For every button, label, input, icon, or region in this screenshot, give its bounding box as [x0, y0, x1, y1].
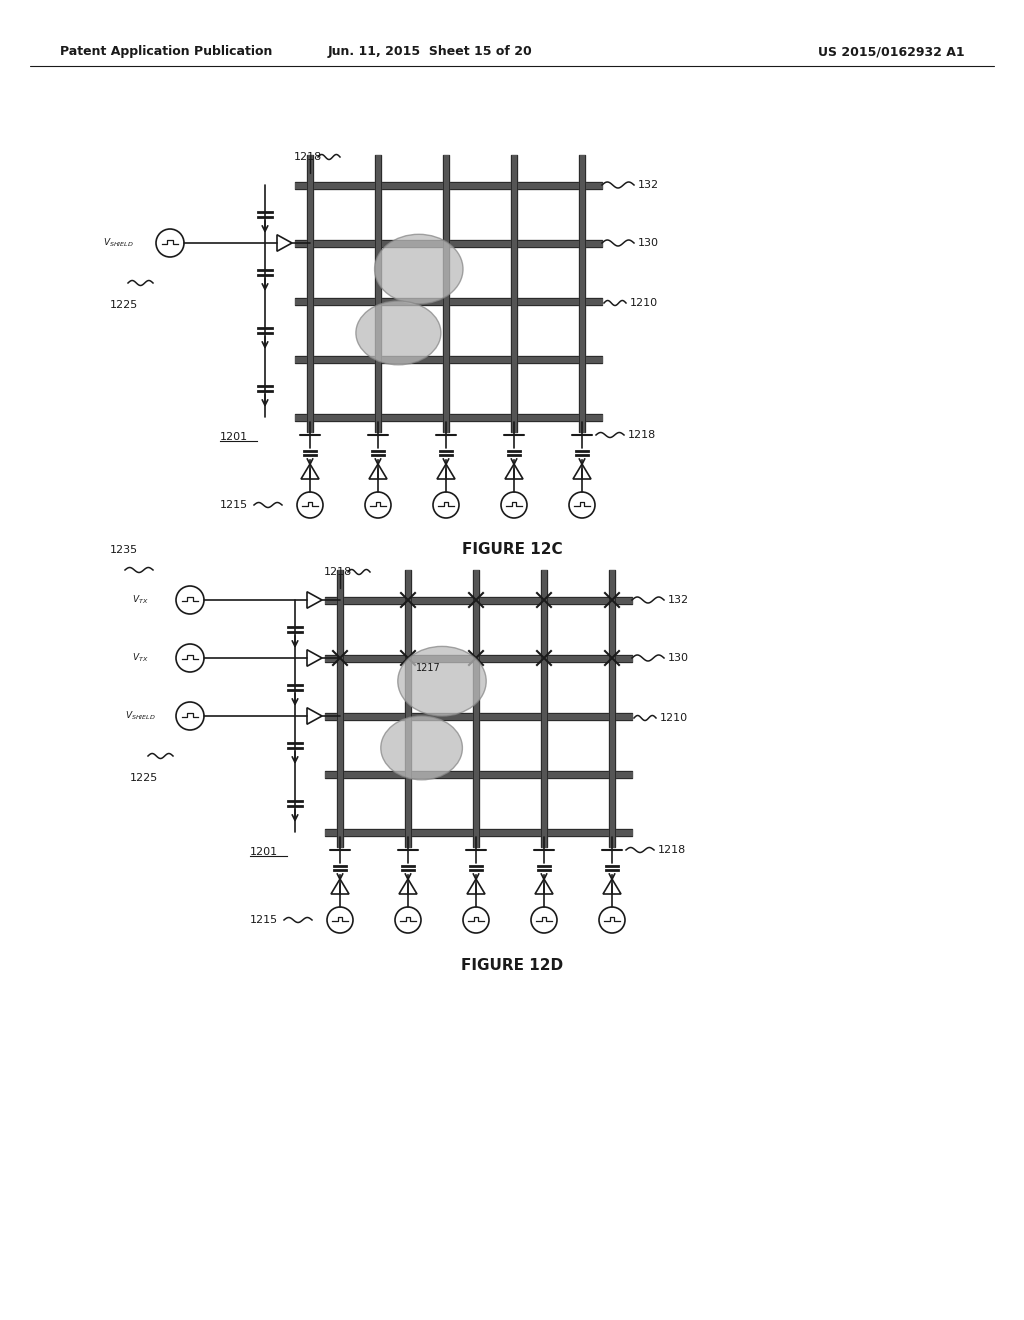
Text: FIGURE 12D: FIGURE 12D: [461, 957, 563, 973]
Text: 130: 130: [638, 238, 659, 248]
Text: $V_{TX}$: $V_{TX}$: [132, 594, 148, 606]
Ellipse shape: [375, 235, 463, 304]
Text: 130: 130: [668, 653, 689, 663]
Ellipse shape: [356, 301, 441, 364]
Text: 1201: 1201: [220, 432, 248, 442]
Text: $V_{SHIELD}$: $V_{SHIELD}$: [102, 236, 133, 249]
Text: Patent Application Publication: Patent Application Publication: [60, 45, 272, 58]
Text: 132: 132: [668, 595, 689, 605]
Text: Jun. 11, 2015  Sheet 15 of 20: Jun. 11, 2015 Sheet 15 of 20: [328, 45, 532, 58]
Text: 1218: 1218: [294, 152, 323, 162]
Text: 1215: 1215: [250, 915, 279, 925]
Text: 1217: 1217: [416, 663, 440, 673]
Text: US 2015/0162932 A1: US 2015/0162932 A1: [818, 45, 965, 58]
Ellipse shape: [397, 647, 486, 715]
Text: $V_{SHIELD}$: $V_{SHIELD}$: [125, 710, 156, 722]
Text: 1210: 1210: [630, 298, 658, 308]
Text: 1201: 1201: [250, 847, 279, 857]
Text: 1225: 1225: [130, 774, 159, 783]
Text: 1218: 1218: [324, 568, 352, 577]
Text: 1235: 1235: [110, 545, 138, 554]
Text: 1218: 1218: [628, 430, 656, 440]
Text: 1210: 1210: [660, 713, 688, 723]
Text: FIGURE 12C: FIGURE 12C: [462, 543, 562, 557]
Text: 1218: 1218: [658, 845, 686, 855]
Text: $V_{TX}$: $V_{TX}$: [132, 652, 148, 664]
Text: 1225: 1225: [110, 300, 138, 310]
Text: 132: 132: [638, 180, 659, 190]
Ellipse shape: [381, 715, 463, 780]
Text: 1215: 1215: [220, 500, 248, 510]
